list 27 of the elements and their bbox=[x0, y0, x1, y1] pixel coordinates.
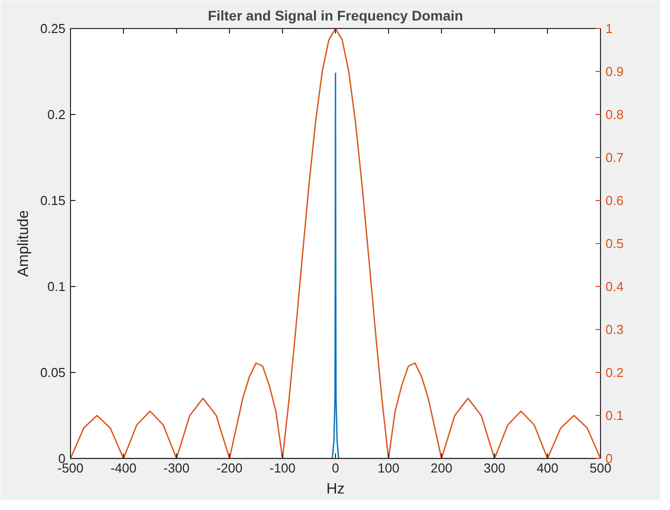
y-axis-title: Amplitude bbox=[15, 210, 32, 277]
y2-tick-label: 1 bbox=[606, 21, 613, 36]
y2-tick-label: 0.5 bbox=[606, 236, 624, 251]
y2-tick-label: 0.9 bbox=[606, 64, 624, 79]
x-tick-label: 100 bbox=[378, 460, 400, 476]
y2-tick-label: 0.1 bbox=[606, 408, 624, 423]
y2-tick-label: 0.6 bbox=[606, 193, 624, 208]
y2-tick-label: 0.7 bbox=[606, 150, 624, 165]
x-tick-label: 400 bbox=[536, 460, 558, 476]
y-tick-label: 0.25 bbox=[40, 21, 66, 36]
y-tick-label: 0.15 bbox=[40, 193, 66, 208]
x-tick-label: -300 bbox=[163, 460, 190, 476]
y2-tick-label: 0.8 bbox=[606, 107, 624, 122]
chart-title: Filter and Signal in Frequency Domain bbox=[208, 8, 464, 24]
x-tick-label: -200 bbox=[216, 460, 243, 476]
y2-tick-label: 0.2 bbox=[606, 365, 624, 380]
x-tick-label: -100 bbox=[269, 460, 296, 476]
x-axis-title: Hz bbox=[326, 480, 345, 498]
y2-tick-label: 0.4 bbox=[606, 279, 624, 294]
x-tick-label: 300 bbox=[484, 460, 506, 476]
x-tick-label: 200 bbox=[430, 460, 452, 476]
y-tick-label: 0.05 bbox=[40, 365, 66, 380]
y-tick-label: 0.1 bbox=[47, 279, 66, 294]
y-tick-label: 0.2 bbox=[47, 107, 66, 122]
x-tick-label: -400 bbox=[110, 460, 137, 476]
y2-tick-label: 0.3 bbox=[606, 322, 624, 337]
x-tick-label: 0 bbox=[332, 460, 340, 476]
